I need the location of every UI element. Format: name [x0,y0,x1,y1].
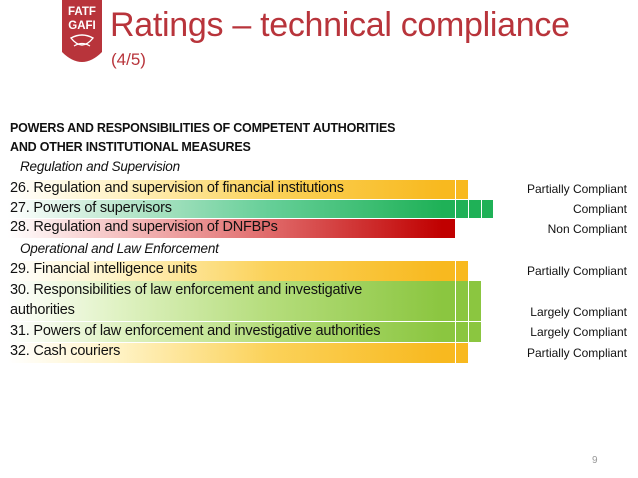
row-label-30-line1: 30. Responsibilities of law enforcement … [10,282,363,298]
rating-segment [442,343,456,363]
rating-segment [456,343,469,363]
row-label-31: 31. Powers of law enforcement and invest… [10,323,381,339]
rating-bar-29 [8,261,442,281]
rating-text-29: Partially Compliant [526,264,627,278]
rating-segment [482,200,494,218]
page-title: Ratings – technical compliance [110,6,570,44]
row-label-27: 27. Powers of supervisors [10,200,172,216]
rating-segment [456,180,469,199]
rating-segment [456,322,469,342]
rating-segment [442,200,456,218]
rating-text-30: Largely Compliant [530,305,627,319]
fatf-gafi-logo: FATF GAFI [62,0,102,62]
rating-text-31: Largely Compliant [530,325,627,339]
rating-segment [456,281,469,321]
rating-segment [442,219,456,238]
logo-line1: FATF [68,6,96,18]
logo-line2: GAFI [68,20,95,32]
row-label-26: 26. Regulation and supervision of financ… [10,180,344,196]
rating-segment [469,200,482,218]
rating-segment [456,200,469,218]
rating-segment [469,281,482,321]
row-label-29: 29. Financial intelligence units [10,261,198,277]
page-number: 9 [592,455,598,466]
rating-segment [442,180,456,199]
rating-bar-31 [8,322,442,342]
rating-segment [442,322,456,342]
rating-segment [456,261,469,281]
rating-segment [442,281,456,321]
rating-segment [469,322,482,342]
rating-text-27: Compliant [572,202,627,216]
page-subtitle: (4/5) [111,50,146,69]
rating-bar-28 [8,219,442,238]
rating-bar-27 [8,200,442,218]
rating-bar-32 [8,343,442,363]
section-heading-line2: AND OTHER INSTITUTIONAL MEASURES [10,140,251,154]
section-heading-line1: POWERS AND RESPONSIBILITIES OF COMPETENT… [10,121,396,135]
subsection-regulation: Regulation and Supervision [20,159,180,174]
rating-text-32: Partially Compliant [526,346,627,360]
subsection-enforcement: Operational and Law Enforcement [20,241,219,256]
rating-bar-26 [8,180,442,199]
rating-text-28: Non Compliant [547,222,627,236]
rating-segment [442,261,456,281]
rating-bar-30 [8,281,442,321]
row-label-32: 32. Cash couriers [10,343,121,359]
rating-text-26: Partially Compliant [526,182,627,196]
row-label-30-line2: authorities [10,302,75,318]
row-label-28: 28. Regulation and supervision of DNFBPs [10,219,278,235]
